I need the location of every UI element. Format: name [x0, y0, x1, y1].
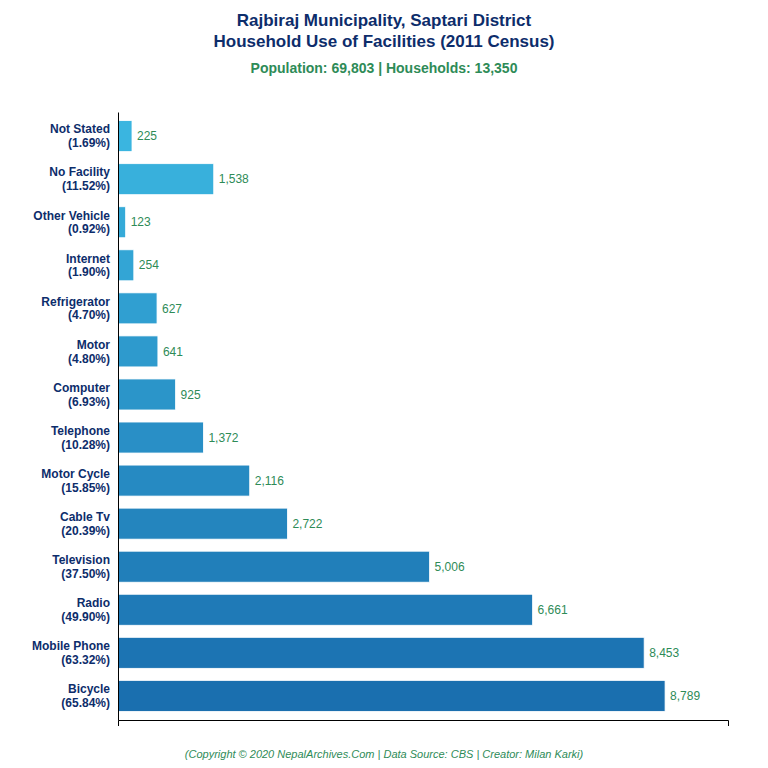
bar	[118, 637, 644, 668]
bar	[118, 207, 126, 238]
y-tick-label-line: (49.90%)	[61, 610, 110, 624]
y-tick-label-line: (10.28%)	[61, 438, 110, 452]
data-label: 5,006	[435, 560, 465, 574]
data-labels: 8,789 8,453 6,661 5,006 2,722 2,116 1,372 925 64…	[131, 129, 701, 703]
title-line: Rajbiraj Municipality, Saptari District	[237, 11, 532, 30]
y-tick-label: Refrigerator(4.70%)	[41, 295, 110, 323]
y-tick-label: Bicycle(65.84%)	[61, 682, 110, 710]
y-tick: No Facility(11.52%)	[49, 165, 118, 193]
bar	[118, 508, 287, 539]
data-label: 8,789	[670, 689, 700, 703]
data-label: 641	[163, 345, 183, 359]
subtitle: Population: 69,803 | Households: 13,350	[251, 60, 518, 76]
data-label: 6,661	[538, 603, 568, 617]
y-tick: Radio(49.90%)	[61, 596, 118, 624]
y-tick-label-line: (15.85%)	[61, 481, 110, 495]
y-tick-label: Motor(4.80%)	[68, 338, 110, 366]
y-tick: Internet(1.90%)	[66, 252, 118, 280]
y-tick-label: Other Vehicle(0.92%)	[33, 209, 110, 237]
y-tick: Motor(4.80%)	[68, 338, 118, 366]
y-tick: Telephone(10.28%)	[51, 424, 118, 452]
y-tick: Cable Tv(20.39%)	[60, 510, 118, 538]
y-tick-label-line: Computer	[53, 381, 110, 395]
y-axis-line	[118, 113, 119, 721]
chart: Rajbiraj Municipality, Saptari District H…	[0, 0, 768, 768]
data-label: 1,372	[208, 431, 238, 445]
y-tick: Computer(6.93%)	[53, 381, 118, 409]
y-tick-label-line: (20.39%)	[61, 524, 110, 538]
y-tick-label: Radio(49.90%)	[61, 596, 110, 624]
y-tick-label: Mobile Phone(63.32%)	[32, 639, 110, 667]
y-tick: Refrigerator(4.70%)	[41, 295, 118, 323]
y-tick-label-line: Radio	[77, 596, 110, 610]
bar	[118, 250, 134, 281]
plot: Bicycle(65.84%) Mobile Phone(63.32%) Radio…	[32, 113, 729, 727]
data-label: 627	[162, 302, 182, 316]
y-tick-label: Internet(1.90%)	[66, 252, 110, 280]
y-tick-label-line: Telephone	[51, 424, 110, 438]
y-tick-label-line: Television	[52, 553, 110, 567]
x-axis	[119, 721, 729, 727]
bars	[118, 121, 665, 712]
bar	[118, 379, 176, 410]
title-line: Household Use of Facilities (2011 Census…	[213, 32, 554, 51]
y-tick-label-line: (63.32%)	[61, 653, 110, 667]
y-tick-label-line: (1.69%)	[68, 136, 110, 150]
y-tick: Other Vehicle(0.92%)	[33, 209, 118, 237]
x-axis-line	[119, 721, 729, 727]
y-tick-label-line: (37.50%)	[61, 567, 110, 581]
y-tick-label: Television(37.50%)	[52, 553, 110, 581]
title: Rajbiraj Municipality, Saptari District H…	[213, 11, 554, 51]
y-tick: Television(37.50%)	[52, 553, 118, 581]
y-tick-label-line: (6.93%)	[68, 395, 110, 409]
y-tick-label-line: (4.80%)	[68, 352, 110, 366]
y-tick-label: Telephone(10.28%)	[51, 424, 110, 452]
footer: (Copyright © 2020 NepalArchives.Com | Da…	[185, 748, 584, 760]
y-tick-label: Not Stated(1.69%)	[50, 122, 110, 150]
y-tick-label-line: Internet	[66, 252, 110, 266]
bar	[118, 465, 250, 496]
y-tick: Mobile Phone(63.32%)	[32, 639, 118, 667]
data-label: 8,453	[649, 646, 679, 660]
y-tick-label: No Facility(11.52%)	[49, 165, 110, 193]
y-tick-label: Cable Tv(20.39%)	[60, 510, 110, 538]
y-tick-label-line: (65.84%)	[61, 696, 110, 710]
data-label: 123	[131, 215, 151, 229]
data-label: 2,722	[292, 517, 322, 531]
y-tick-label-line: (11.52%)	[62, 179, 110, 193]
bar	[118, 680, 665, 711]
bar	[118, 594, 533, 625]
y-tick-label-line: Motor	[77, 338, 111, 352]
y-tick-label-line: Other Vehicle	[33, 209, 110, 223]
data-label: 925	[181, 388, 201, 402]
y-tick-label-line: (4.70%)	[68, 308, 110, 322]
y-tick-label-line: Bicycle	[68, 682, 110, 696]
data-label: 1,538	[219, 172, 249, 186]
y-tick-label: Motor Cycle(15.85%)	[41, 467, 110, 495]
y-tick-label-line: Refrigerator	[41, 295, 110, 309]
y-tick-label-line: (1.90%)	[68, 265, 110, 279]
y-tick-label-line: Not Stated	[50, 122, 110, 136]
y-tick: Bicycle(65.84%)	[61, 682, 118, 710]
bar	[118, 336, 158, 367]
y-tick: Motor Cycle(15.85%)	[41, 467, 118, 495]
y-tick-label-line: Motor Cycle	[41, 467, 110, 481]
data-label: 254	[139, 258, 159, 272]
bar	[118, 293, 157, 324]
y-tick-label-line: Mobile Phone	[32, 639, 110, 653]
bar	[118, 121, 132, 152]
bar	[118, 164, 214, 195]
y-tick-label-line: (0.92%)	[68, 222, 110, 236]
y-axis: Bicycle(65.84%) Mobile Phone(63.32%) Radio…	[32, 113, 119, 721]
bar	[118, 422, 203, 453]
y-tick-label-line: No Facility	[49, 165, 110, 179]
y-tick-label: Computer(6.93%)	[53, 381, 110, 409]
bar	[118, 551, 430, 582]
data-label: 2,116	[255, 474, 284, 488]
data-label: 225	[137, 129, 157, 143]
y-tick-label-line: Cable Tv	[60, 510, 110, 524]
y-tick: Not Stated(1.69%)	[50, 122, 118, 150]
